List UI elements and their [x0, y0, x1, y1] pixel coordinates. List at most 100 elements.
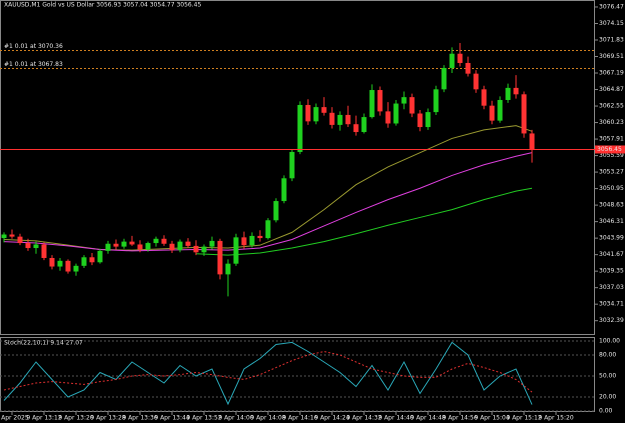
- candle-body: [497, 99, 503, 121]
- candle-body: [313, 107, 319, 122]
- x-tick-label: 9 Apr 14:56: [442, 415, 477, 422]
- main-frame: [0, 0, 595, 335]
- stoch-tick-label: 20.00: [599, 394, 616, 401]
- candle-body: [177, 241, 183, 251]
- y-tick-label: 3041.67: [599, 251, 624, 258]
- x-tick-label: 9 Apr 14:24: [314, 415, 349, 422]
- x-tick-label: 9 Apr 15:12: [506, 415, 541, 422]
- candle-body: [137, 244, 143, 250]
- candle-body: [201, 246, 207, 253]
- candle-body: [513, 87, 519, 95]
- candle-body: [353, 124, 359, 133]
- y-tick-label: 3050.95: [599, 185, 624, 192]
- candle-body: [369, 90, 375, 118]
- y-tick-label: 3064.87: [599, 86, 624, 93]
- y-tick-label: 3034.71: [599, 301, 624, 308]
- candle-body: [505, 87, 511, 100]
- candle-body: [217, 240, 223, 275]
- candle-body: [481, 89, 487, 106]
- candle-body: [449, 53, 455, 68]
- moving-average: [195, 187, 533, 256]
- candle-body: [73, 265, 79, 272]
- candle-body: [329, 112, 335, 125]
- x-tick-label: 9 Apr 14:40: [378, 415, 413, 422]
- x-tick-label: 9 Apr 13:52: [186, 415, 221, 422]
- x-tick-label: 9 Apr 14:08: [250, 415, 285, 422]
- candle-body: [209, 240, 215, 247]
- stoch-tick-label: 0.00: [599, 408, 613, 415]
- candle-body: [89, 257, 95, 263]
- candle-body: [385, 111, 391, 124]
- candle-body: [305, 104, 311, 122]
- y-tick-label: 3053.27: [599, 169, 624, 176]
- x-tick-label: 9 Apr 13:20: [58, 415, 93, 422]
- candle-body: [9, 234, 15, 237]
- candle-body: [97, 250, 103, 263]
- x-tick-label: 9 Apr 13:28: [90, 415, 125, 422]
- candle-body: [49, 257, 55, 267]
- x-tick-label: 9 Apr 14:48: [410, 415, 445, 422]
- current-price-box: [595, 145, 625, 154]
- stoch-tick-label: 80.00: [599, 352, 616, 359]
- current-price-label: 3056.45: [597, 146, 622, 153]
- x-tick-label: 9 Apr 13:36: [122, 415, 157, 422]
- candle-body: [281, 178, 287, 202]
- candle-body: [473, 73, 479, 90]
- candle-body: [233, 237, 239, 264]
- candle-body: [273, 201, 279, 221]
- x-tick-label: 9 Apr 14:16: [282, 415, 317, 422]
- candle-body: [193, 245, 199, 253]
- y-tick-label: 3074.15: [599, 20, 624, 27]
- candle-body: [521, 94, 527, 134]
- candle-body: [25, 243, 31, 249]
- candle-body: [417, 113, 423, 128]
- candle-body: [121, 241, 127, 247]
- candle-body: [153, 238, 159, 244]
- y-tick-label: 3048.63: [599, 202, 624, 209]
- stoch-label: Stoch(22,10,1) 9.14 27.07: [4, 340, 83, 347]
- y-tick-label: 3071.83: [599, 36, 624, 43]
- candle-body: [321, 107, 327, 113]
- candle-body: [105, 243, 111, 251]
- stoch-main: [3, 341, 533, 406]
- x-tick-label: 9 Apr 13:44: [154, 415, 189, 422]
- y-tick-label: 3039.35: [599, 268, 624, 275]
- y-tick-label: 3043.99: [599, 235, 624, 242]
- candle-body: [145, 243, 151, 250]
- x-tick-label: 9 Apr 2025: [0, 415, 29, 422]
- candle-body: [57, 260, 63, 267]
- candle-body: [265, 220, 271, 239]
- candle-body: [249, 235, 255, 246]
- x-tick-label: 9 Apr 15:04: [474, 415, 509, 422]
- y-tick-label: 3055.59: [599, 152, 624, 159]
- x-tick-label: 9 Apr 15:20: [538, 415, 573, 422]
- candle-body: [401, 97, 407, 104]
- stoch-tick-label: 50.00: [599, 373, 616, 380]
- candle-body: [457, 53, 463, 63]
- candle-body: [65, 260, 71, 272]
- candle-body: [361, 117, 367, 133]
- chart-title: XAUUSD,M1 Gold vs US Dollar 3056.93 3057…: [4, 2, 201, 9]
- candle-body: [81, 257, 87, 266]
- y-tick-label: 3062.55: [599, 103, 624, 110]
- candle-body: [33, 244, 39, 249]
- y-tick-label: 3032.39: [599, 317, 624, 324]
- candle-body: [41, 244, 47, 258]
- candle-body: [289, 151, 295, 179]
- y-tick-label: 3057.91: [599, 136, 624, 143]
- order-label: #1 0.01 at 3070.36: [4, 43, 63, 50]
- candle-body: [17, 236, 23, 244]
- candle-body: [345, 114, 351, 125]
- candle-body: [1, 234, 7, 239]
- candle-body: [465, 62, 471, 74]
- candle-body: [489, 105, 495, 121]
- x-tick-label: 9 Apr 14:32: [346, 415, 381, 422]
- candle-body: [161, 238, 167, 244]
- stoch-signal: [3, 350, 533, 393]
- moving-average: [3, 152, 533, 252]
- candle-body: [393, 103, 399, 124]
- candle-body: [409, 97, 415, 114]
- candle-body: [257, 235, 263, 239]
